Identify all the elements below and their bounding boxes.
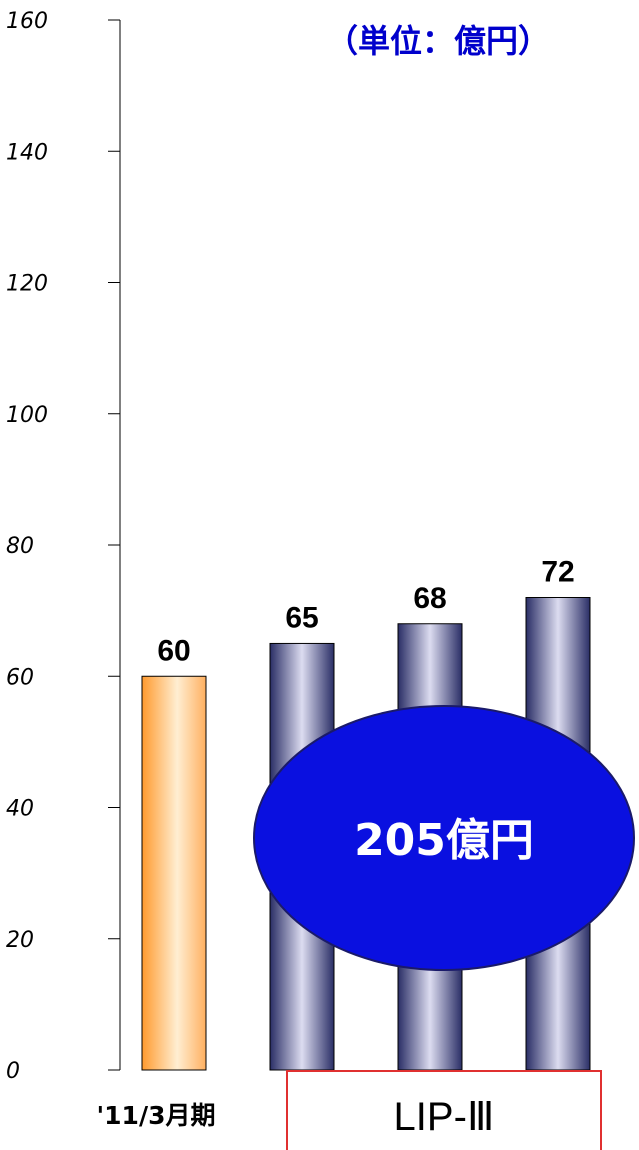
- data-labels: 60 65 68 72: [157, 556, 574, 668]
- y-tick-label: 80: [6, 534, 34, 559]
- bar-value-label: 65: [285, 601, 318, 634]
- bar-value-label: 68: [413, 582, 446, 615]
- total-label: 205億円: [354, 815, 534, 866]
- x-category-label: '11/3月期: [97, 1101, 216, 1130]
- y-tick-label: 20: [6, 928, 34, 953]
- y-tick-label: 0: [6, 1059, 20, 1084]
- y-tick-label: 160: [6, 9, 48, 34]
- group-label: LIP-Ⅲ: [394, 1095, 495, 1139]
- bar-value-label: 60: [157, 634, 190, 667]
- y-tick-label: 60: [6, 665, 34, 690]
- bar: [141, 675, 207, 1071]
- y-tick-label: 40: [6, 797, 34, 822]
- group-box: [286, 1070, 602, 1150]
- bar-value-label: 72: [541, 556, 574, 589]
- y-tick-label: 100: [6, 403, 48, 428]
- y-tick-label: 140: [6, 140, 48, 165]
- y-tick-label: 120: [6, 272, 48, 297]
- unit-label: （単位：億円）: [326, 22, 550, 60]
- y-axis: 0 20 40 60 80 100 120 140 160: [6, 9, 121, 1084]
- total-ellipse: [253, 705, 635, 971]
